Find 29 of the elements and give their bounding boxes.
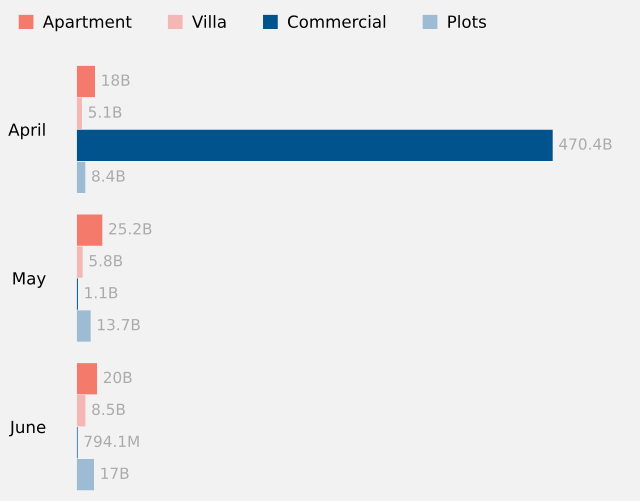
data-label: 20B	[104, 372, 132, 384]
data-label: 8.4B	[92, 170, 125, 182]
bar	[76, 246, 83, 278]
y-tick-label: May	[13, 272, 46, 288]
y-tick-label: April	[8, 123, 45, 140]
bar	[76, 98, 82, 130]
legend-label: Villa	[192, 15, 226, 28]
data-label: 17B	[101, 468, 129, 479]
bar	[76, 395, 86, 426]
y-tick-label: June	[9, 420, 46, 436]
data-label: 794.1M	[84, 436, 139, 448]
legend-label: Plots	[448, 15, 486, 28]
bar	[76, 310, 91, 342]
data-label: 13.7B	[98, 318, 140, 330]
data-label: 470.4B	[559, 138, 612, 150]
data-label: 18B	[102, 74, 130, 86]
data-label: 8.5B	[92, 404, 125, 416]
bar	[76, 458, 94, 490]
legend-label: Commercial	[288, 15, 386, 28]
data-label: 25.2B	[109, 223, 152, 235]
data-label: 5.8B	[90, 254, 122, 267]
bar	[76, 130, 553, 162]
bar	[76, 214, 102, 246]
legend-label: Apartment	[42, 16, 132, 32]
data-label: 5.1B	[88, 106, 122, 118]
data-label: 1.1B	[85, 287, 118, 298]
bar	[76, 66, 96, 98]
bar	[76, 162, 86, 194]
bar	[76, 363, 98, 394]
